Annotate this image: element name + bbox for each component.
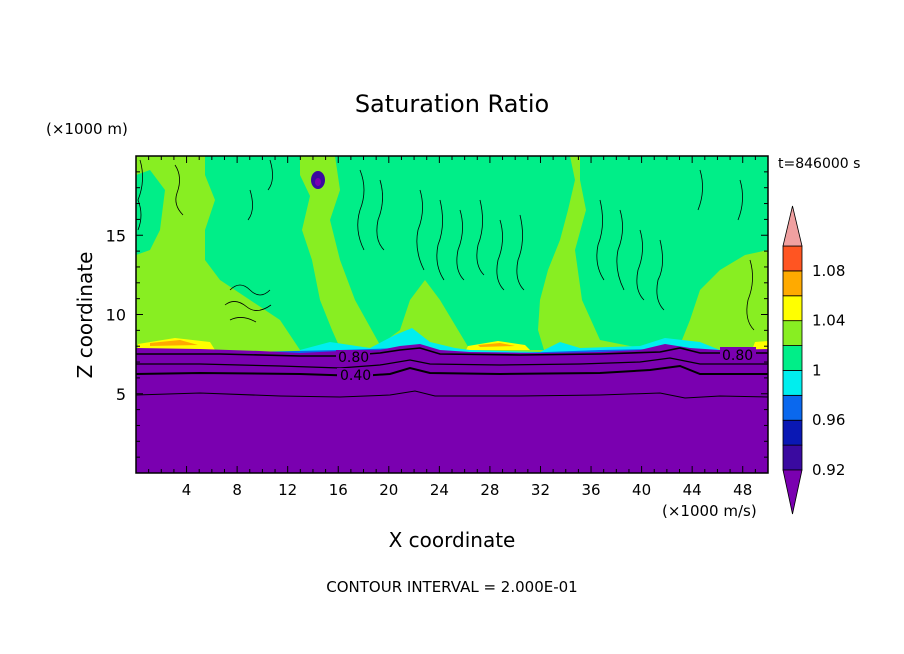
band-1.06-left [150, 340, 198, 346]
x-tick-label: 28 [480, 481, 499, 499]
x-tick-label: 36 [581, 481, 600, 499]
y-unit-label: (×1000 m) [46, 120, 128, 138]
x-tick-label: 32 [531, 481, 550, 499]
time-label: t=846000 s [778, 156, 860, 172]
colorbar-label: 0.96 [812, 411, 845, 429]
colorbar-label: 1 [812, 361, 822, 379]
contour-line-0.80 [136, 347, 768, 357]
y-axis: 5 10 15 [106, 171, 768, 458]
x-tick-label: 4 [182, 481, 192, 499]
colorbar-label: 0.92 [812, 461, 845, 479]
x-tick-label: 16 [329, 481, 348, 499]
x-tick-label: 44 [683, 481, 702, 499]
colorbar-box [782, 295, 803, 322]
x-tick-label: 48 [733, 481, 752, 499]
colorbar-label: 1.04 [812, 312, 845, 330]
x-unit-label: (×1000 m/s) [662, 502, 757, 520]
contour-line-0.40 [136, 364, 768, 378]
colorbar-box [782, 444, 803, 471]
colorbar-upper-triangle [782, 205, 803, 247]
region-0.98-left-top [205, 156, 340, 350]
x-tick-label: 20 [379, 481, 398, 499]
contour-interval-text: CONTOUR INTERVAL = 2.000E-01 [326, 578, 577, 596]
band-1.06-center [478, 343, 515, 347]
colorbar-lower-triangle [782, 469, 803, 515]
chart-title: Saturation Ratio [355, 90, 549, 118]
contour-label: 0.80 [338, 350, 369, 366]
colorbar-box [782, 370, 803, 396]
colorbar: 0.92 0.96 1 1.04 1.08 [782, 205, 845, 515]
x-axis-title: X coordinate [389, 528, 516, 552]
region-0.98-right [575, 156, 768, 348]
contour-line-0.20 [136, 390, 768, 399]
x-tick-label: 40 [632, 481, 651, 499]
colorbar-box [782, 270, 803, 297]
colorbar-box [782, 320, 803, 346]
y-axis-title: Z coordinate [73, 252, 97, 379]
contour-label: 0.80 [722, 348, 753, 364]
colorbar-box [782, 419, 803, 446]
subsaturated-layer [136, 344, 768, 473]
x-tick-label: 8 [232, 481, 242, 499]
y-tick-label: 5 [116, 385, 126, 404]
region-0.98-left-edge [136, 170, 165, 255]
contour-label: 0.40 [340, 368, 371, 384]
dry-patch-core [315, 178, 321, 186]
x-axis: 4 8 12 16 20 24 28 32 36 40 44 48 [148, 156, 756, 499]
y-tick-label: 15 [106, 226, 126, 245]
contour-labels: 0.80 0.40 0.80 [336, 347, 756, 384]
contour-field [136, 156, 768, 473]
region-0.98-center [330, 156, 575, 350]
x-tick-label: 12 [278, 481, 297, 499]
x-tick-label: 24 [430, 481, 449, 499]
colorbar-box [782, 394, 803, 421]
y-tick-label: 10 [106, 306, 126, 325]
contour-line-0.60 [136, 357, 768, 369]
colorbar-label: 1.08 [812, 262, 845, 280]
colorbar-box [782, 245, 803, 272]
colorbar-box [782, 345, 803, 371]
upper-contour-texture [137, 159, 755, 331]
